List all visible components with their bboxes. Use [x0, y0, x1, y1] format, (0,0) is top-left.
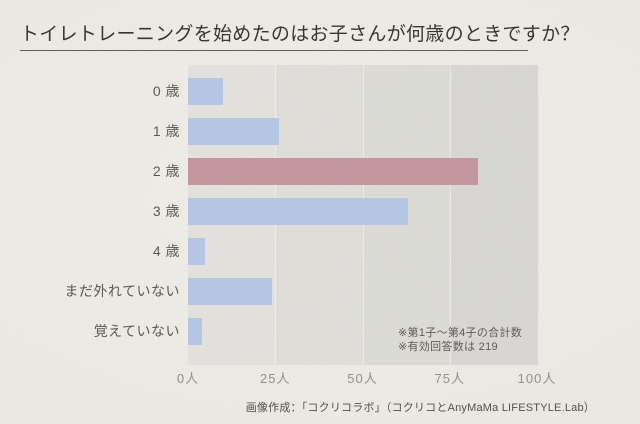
- category-label: まだ外れていない: [64, 283, 180, 299]
- bar: [188, 238, 205, 265]
- x-tick-label: 100人: [517, 371, 557, 386]
- x-tick-label: 50人: [347, 371, 378, 386]
- bar-row: 3 歳: [0, 198, 640, 225]
- bar-highlighted: [188, 158, 478, 185]
- category-label: 4 歳: [152, 243, 180, 259]
- bar-row: 2 歳: [0, 158, 640, 185]
- category-label: 0 歳: [152, 83, 180, 99]
- x-tick-label: 75人: [434, 371, 465, 386]
- bar: [188, 198, 408, 225]
- bar-row: 4 歳: [0, 238, 640, 265]
- x-tick-label: 0人: [176, 371, 200, 386]
- credit-line: 画像作成：「コクリコラボ」（コクリコとAnyMaMa LIFESTYLE.Lab…: [245, 402, 595, 414]
- category-label: 1 歳: [152, 123, 180, 139]
- footnote-line-1: ※第1子〜第4子の合計数: [398, 327, 523, 339]
- bar-row: まだ外れていない: [0, 278, 640, 305]
- footnote-line-2: ※有効回答数は 219: [398, 340, 498, 353]
- bar: [188, 78, 223, 105]
- bar: [188, 318, 202, 345]
- bar: [188, 278, 272, 305]
- bar-row: 1 歳: [0, 118, 640, 145]
- bar: [188, 118, 279, 145]
- x-tick-label: 25人: [260, 371, 291, 386]
- chart-title: トイレトレーニングを始めたのはお子さんが何歳のときですか？: [20, 19, 579, 51]
- bar-row: 覚えていない: [0, 318, 640, 345]
- category-label: 2 歳: [152, 163, 180, 179]
- footnotes: ※第1子〜第4子の合計数 ※有効回答数は 219: [398, 327, 522, 354]
- category-label: 覚えていない: [93, 323, 180, 339]
- bar-row: 0 歳: [0, 78, 640, 105]
- category-label: 3 歳: [152, 203, 180, 219]
